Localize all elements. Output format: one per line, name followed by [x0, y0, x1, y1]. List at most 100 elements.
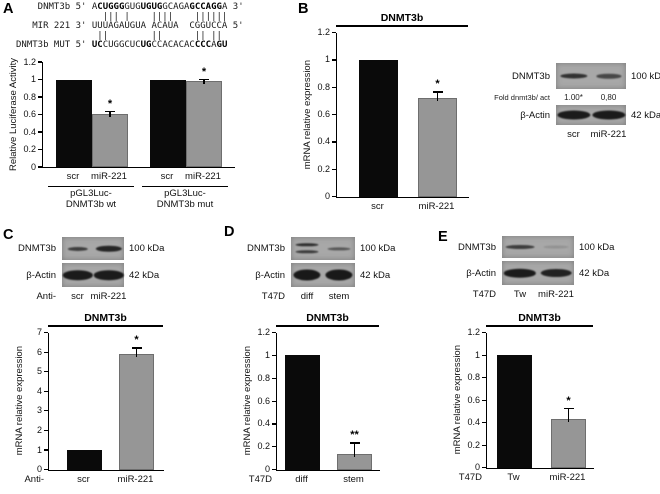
bar-label: Tw [507, 471, 520, 483]
protein-band [591, 110, 626, 120]
lane-label: miR-221 [538, 289, 574, 300]
chart-title-rule [486, 325, 593, 327]
protein-band [62, 270, 93, 280]
molecular-weight-label: 100 kDa [579, 241, 615, 253]
y-tick-label: 5 [36, 366, 42, 377]
y-tick-mark [482, 467, 486, 469]
bar-scr [67, 450, 102, 470]
protein-band [559, 73, 588, 79]
y-tick-mark [482, 354, 486, 356]
y-tick-label: 6 [36, 346, 42, 357]
fold-quantification-label: Fold dnmt3b/ act [494, 93, 550, 102]
y-tick-label: 2 [36, 424, 42, 435]
protein-band [67, 246, 88, 251]
bar-label: miR-221 [91, 171, 127, 182]
y-tick-label: 0.2 [317, 163, 330, 174]
y-tick-label: 0.8 [257, 372, 270, 383]
protein-band [93, 270, 124, 280]
group-caption: pGL3Luc- DNMT3b wt [48, 186, 134, 210]
protein-band [293, 269, 321, 281]
blot-protein-label: β-Actin [520, 109, 550, 121]
y-axis-label: mRNA relative expression [241, 346, 253, 456]
y-tick-label: 4 [36, 385, 42, 396]
significance-marker: * [566, 394, 571, 407]
y-tick-mark [38, 61, 42, 63]
dnmt3b-mut-sequence: DNMT3b MUT 5' UCCUGGCUCUGCCACACACCCCAGU [16, 40, 228, 51]
significance-marker: ** [350, 429, 359, 442]
y-tick-label: 0.8 [317, 81, 330, 92]
bar-label: stem [343, 473, 364, 485]
y-axis-label: mRNA relative expression [301, 59, 313, 170]
panel-label-b: B [298, 1, 309, 17]
molecular-weight-label: 42 kDa [360, 269, 391, 281]
lane-prefix-label: T47D [472, 289, 496, 300]
molecular-weight-label: 100 kDa [360, 243, 396, 254]
protein-band [540, 269, 572, 277]
blot-protein-label: DNMT3b [457, 241, 496, 253]
lane-label: scr [567, 129, 580, 140]
bar-stem: ** [337, 430, 372, 470]
blot-image [291, 263, 355, 287]
y-tick-mark [38, 96, 42, 98]
chart-title: DNMT3b [306, 312, 349, 324]
blot-protein-label: β-Actin [466, 267, 496, 279]
bar-label: scr [160, 171, 174, 182]
chart-title-rule [276, 325, 379, 327]
error-bar [349, 442, 360, 457]
bar-miR-221: * [186, 66, 222, 167]
y-axis: 0 0.2 0.4 0.6 0.8 1 1.2 [254, 328, 276, 474]
lane-prefix-label: Anti- [36, 291, 56, 302]
y-tick-mark [482, 399, 486, 401]
y-tick-mark [38, 113, 42, 116]
dnmt3b-mrna-chart-d: DNMT3b mRNA relative expression 0 0.2 0.4 0.6… [240, 312, 380, 485]
error-bar [199, 78, 209, 85]
y-tick-label: 1.2 [467, 327, 480, 338]
blot-image [291, 237, 355, 260]
y-tick-label: 1 [474, 349, 480, 360]
y-tick-label: 0 [474, 462, 480, 473]
protein-band [295, 243, 319, 247]
bar-miR-221: * [551, 395, 586, 468]
bar-miR-221: * [92, 99, 128, 167]
bar-label: miR-221 [117, 473, 154, 485]
blot-protein-label: DNMT3b [511, 70, 550, 82]
bar-miR-221: * [119, 335, 154, 470]
y-tick-mark [38, 78, 42, 81]
plot-area: * [486, 332, 594, 469]
chart-title: DNMT3b [518, 312, 561, 324]
pairing-bars-top: ||| | |||| |||||| [16, 11, 228, 22]
y-tick-mark [332, 32, 336, 34]
chart-title: DNMT3b [84, 312, 127, 324]
protein-band [325, 269, 353, 281]
y-tick-label: 0 [30, 161, 36, 172]
y-tick-label: 0 [36, 464, 42, 475]
bar-Tw [497, 355, 532, 468]
bar-label: miR-221 [549, 471, 586, 483]
y-tick-mark [44, 449, 48, 451]
blot-image [62, 263, 124, 287]
blot-protein-label: β-Actin [255, 269, 285, 281]
plot-area: ** [42, 62, 235, 168]
panel-label-d: D [224, 224, 235, 240]
western-blot-c: DNMT3b 100 kDa β-Actin 42 kDa Anti-scr miR-22… [8, 237, 175, 306]
y-tick-mark [44, 410, 48, 412]
y-tick-mark [332, 86, 336, 88]
error-bar [563, 407, 574, 423]
group-caption: pGL3Luc- DNMT3b mut [142, 186, 228, 210]
error-bar [131, 347, 142, 358]
y-tick-mark [482, 444, 486, 446]
y-tick-label: 0.8 [23, 91, 36, 102]
y-tick-mark [332, 59, 336, 61]
lane-label: scr [71, 291, 84, 302]
molecular-weight-label: 42 kDa [579, 267, 610, 279]
plot-area: * [48, 332, 164, 471]
bar-label: scr [77, 473, 90, 485]
y-tick-label: 0 [324, 191, 330, 202]
fold-value: 0,80 [600, 93, 617, 102]
luciferase-activity-chart: Relative Luciferase Activity 0 0.2 0.4 0.6 0.… [6, 57, 235, 216]
y-tick-label: 0.4 [467, 417, 480, 428]
y-axis: 0 0.2 0.4 0.6 0.8 1 1.2 [464, 328, 486, 472]
y-tick-label: 0.8 [467, 372, 480, 383]
lane-label: miR-221 [590, 129, 627, 140]
